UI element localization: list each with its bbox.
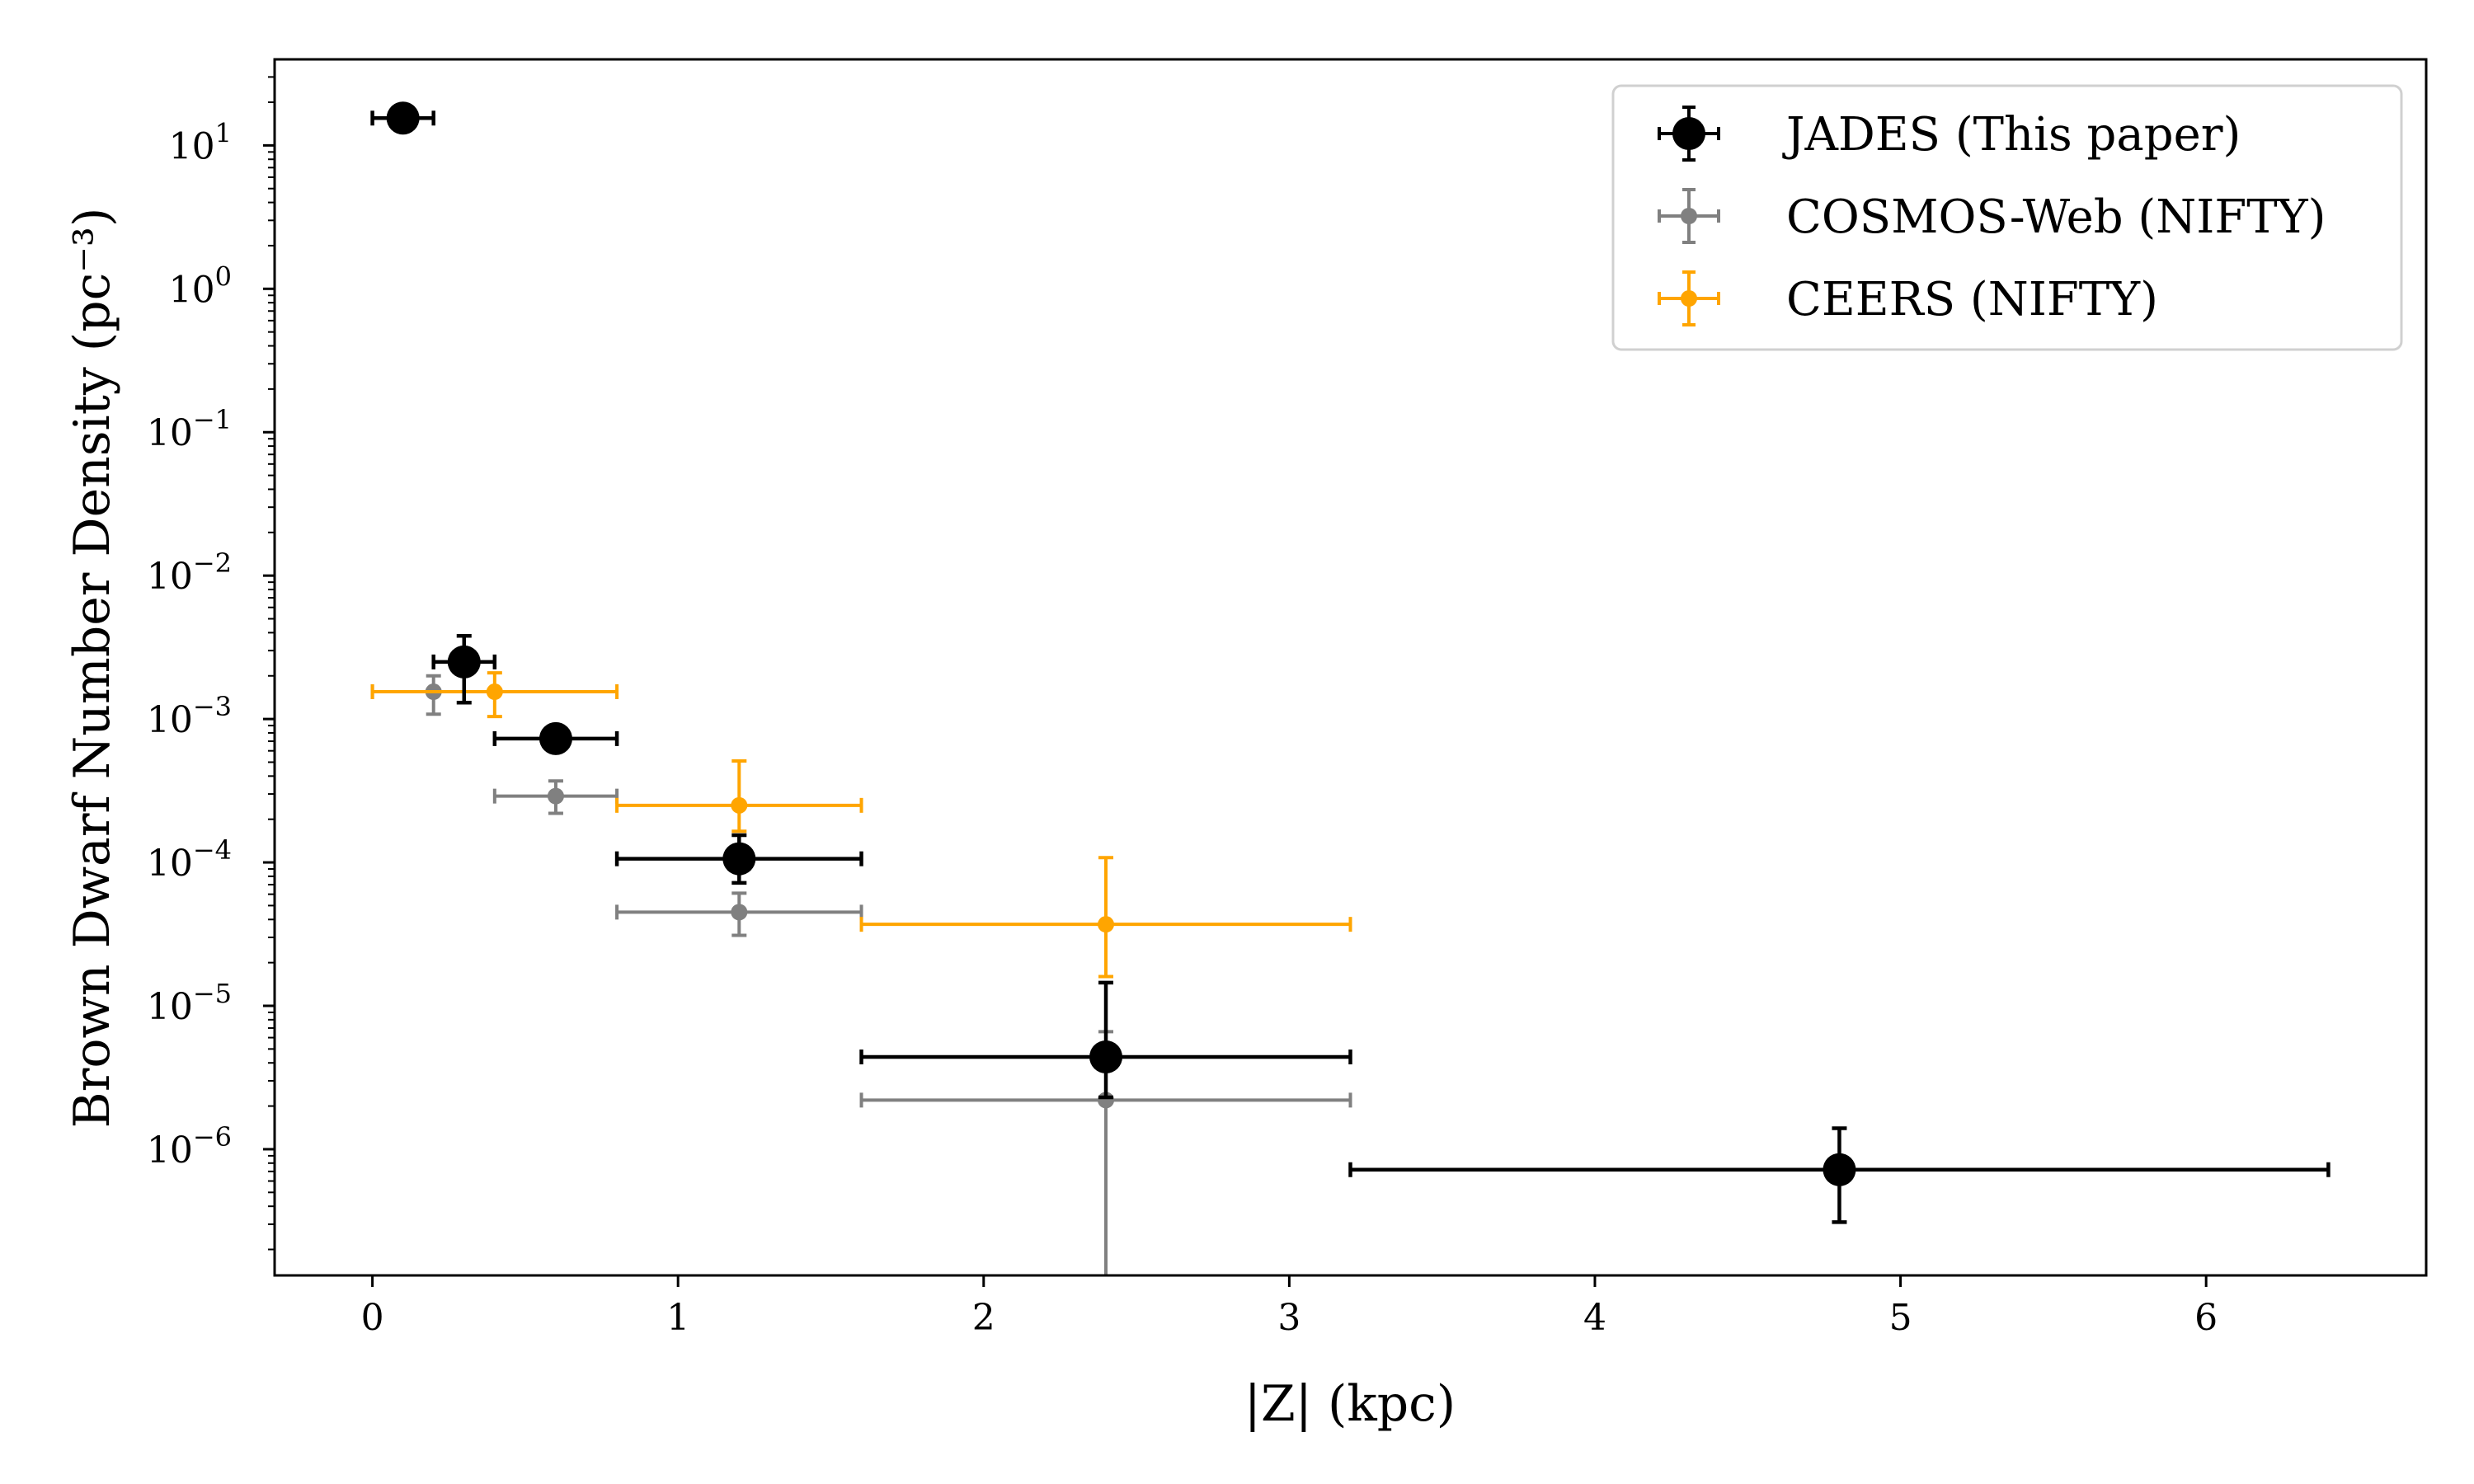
y-tick-label: 10−2 <box>147 547 232 598</box>
x-tick-label: 0 <box>361 1297 384 1339</box>
legend-entry: JADES (This paper) <box>1658 106 2241 162</box>
x-tick-label: 5 <box>1889 1297 1912 1339</box>
y-tick-label: 10−5 <box>147 978 232 1028</box>
y-tick-label: 10−4 <box>147 834 232 885</box>
y-tick-label: 100 <box>169 261 232 311</box>
x-axis-label: |Z| (kpc) <box>1244 1375 1456 1433</box>
data-point <box>731 904 748 921</box>
x-tick-label: 1 <box>666 1297 689 1339</box>
legend-label: CEERS (NIFTY) <box>1786 273 2158 326</box>
legend-label: JADES (This paper) <box>1782 108 2241 162</box>
legend-label: COSMOS-Web (NIFTY) <box>1786 190 2326 244</box>
data-point <box>1089 1040 1123 1074</box>
data-point <box>386 101 420 135</box>
data-point <box>486 683 503 701</box>
data-point <box>547 787 564 805</box>
plot-frame <box>273 58 2428 1277</box>
y-tick-label: 10−3 <box>147 691 232 741</box>
y-tick-exponent: −1 <box>193 404 232 435</box>
legend: JADES (This paper) COSMOS-Web (NIFTY) CEER… <box>1611 84 2403 351</box>
x-tick-label: 4 <box>1583 1297 1606 1339</box>
legend-marker <box>1681 208 1697 224</box>
data-point <box>539 721 572 755</box>
y-tick-exponent: −4 <box>193 834 232 866</box>
x-tick-label: 2 <box>972 1297 995 1339</box>
legend-marker <box>1681 290 1697 307</box>
y-tick-label: 101 <box>169 117 232 167</box>
y-tick-exponent: 1 <box>215 117 232 148</box>
y-tick-exponent: −3 <box>193 691 232 722</box>
y-tick-label: 10−6 <box>147 1121 232 1172</box>
data-point <box>1098 916 1115 933</box>
data-point <box>731 796 748 814</box>
data-point <box>722 842 756 876</box>
legend-marker <box>1672 117 1705 150</box>
legend-entry: CEERS (NIFTY) <box>1658 270 2158 326</box>
series-ceers-nifty <box>370 671 1352 979</box>
legend-entry: COSMOS-Web (NIFTY) <box>1658 188 2326 244</box>
data-series <box>370 101 2331 1275</box>
data-point <box>1823 1153 1856 1186</box>
y-tick-label: 10−1 <box>147 404 232 454</box>
y-tick-exponent: 0 <box>215 261 232 292</box>
y-axis-label: Brown Dwarf Number Density (pc⁻³) <box>63 208 121 1129</box>
legend-box <box>1611 84 2403 351</box>
y-tick-exponent: −6 <box>193 1121 232 1153</box>
series-jades-this-paper <box>370 101 2331 1224</box>
data-point <box>447 645 481 679</box>
y-tick-exponent: −5 <box>193 978 232 1009</box>
x-tick-label: 3 <box>1277 1297 1300 1339</box>
x-tick-label: 6 <box>2194 1297 2218 1339</box>
y-tick-exponent: −2 <box>193 547 232 579</box>
